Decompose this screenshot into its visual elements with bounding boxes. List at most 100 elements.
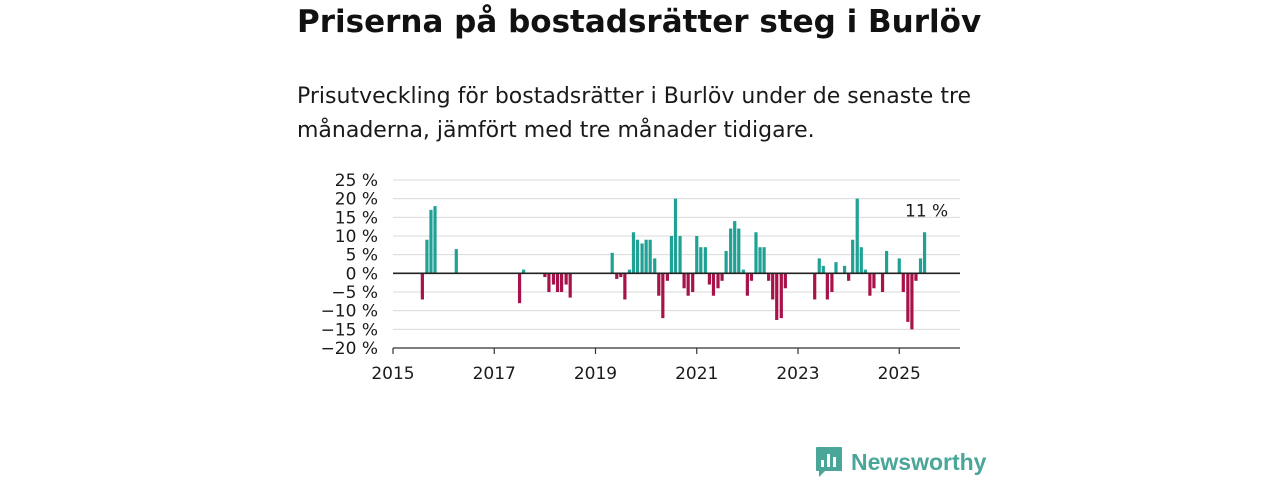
bar (733, 221, 737, 274)
bar (749, 273, 754, 281)
y-tick-label: −20 % (321, 339, 378, 359)
bar (868, 273, 872, 296)
last-value-annotation: 11 % (905, 201, 948, 221)
bar (906, 273, 910, 322)
bar (640, 243, 644, 274)
bar (695, 236, 699, 274)
bar (669, 236, 674, 274)
bar (678, 236, 682, 274)
bar (707, 273, 712, 285)
bar (851, 239, 855, 274)
x-tick-label: 2021 (675, 364, 718, 384)
bar (745, 273, 749, 296)
bar (754, 232, 758, 274)
bar (543, 273, 547, 278)
bar (522, 269, 526, 274)
bar (720, 273, 724, 281)
bar (657, 273, 661, 296)
bar (623, 273, 627, 300)
bar (771, 273, 775, 300)
bar (559, 273, 564, 292)
bar (716, 273, 720, 289)
y-tick-label: −15 % (321, 320, 378, 340)
bar (686, 273, 690, 296)
bar (767, 273, 771, 281)
x-tick-label: 2017 (473, 364, 516, 384)
bar (665, 273, 669, 281)
bar (551, 273, 556, 285)
bar (737, 228, 741, 274)
bar (682, 273, 686, 289)
y-axis-labels: 25 %20 %15 %10 %5 %0 %−5 %−10 %−15 %−20 … (321, 171, 378, 359)
bar (729, 228, 733, 274)
bar (830, 273, 834, 292)
bar (859, 247, 863, 274)
x-axis-labels: 2015 2017 2019 2021 2023 2025 (371, 348, 921, 384)
bar (922, 232, 927, 274)
chart-subtitle: Prisutveckling för bostadsrätter i Burlö… (297, 84, 972, 143)
x-tick-label: 2019 (574, 364, 617, 384)
bar (610, 252, 614, 274)
bar (762, 247, 766, 274)
bar (910, 273, 914, 330)
bar (817, 258, 821, 274)
brand-name: Newsworthy (851, 448, 987, 475)
bar (741, 269, 745, 274)
bar (775, 273, 779, 320)
x-tick-label: 2015 (371, 364, 414, 384)
bar (555, 273, 560, 292)
bars (420, 198, 927, 330)
bar (517, 273, 522, 304)
bar (425, 239, 429, 274)
bar (758, 247, 762, 274)
bar (901, 273, 905, 292)
bar (454, 249, 458, 274)
bar (420, 273, 424, 300)
bar (627, 269, 632, 274)
bar (547, 273, 551, 292)
y-tick-label: 5 % (346, 246, 378, 266)
bar (813, 273, 817, 300)
bar (779, 273, 783, 319)
newsworthy-logo: Newsworthy (815, 446, 986, 478)
bar (884, 250, 889, 274)
bar (847, 273, 851, 281)
x-tick-label: 2025 (878, 364, 921, 384)
bar (872, 273, 876, 289)
y-tick-label: 0 % (346, 264, 378, 284)
y-tick-label: −10 % (321, 302, 378, 322)
bar (691, 273, 695, 292)
bar (834, 262, 838, 274)
bar (783, 273, 787, 289)
bar (429, 209, 433, 274)
bar (619, 273, 623, 278)
bar (564, 273, 568, 285)
bar (918, 258, 923, 274)
bar (699, 247, 703, 274)
y-tick-label: −5 % (331, 283, 378, 303)
bar (863, 269, 867, 274)
bar (631, 232, 636, 274)
bar (821, 265, 825, 274)
y-tick-label: 15 % (335, 208, 378, 228)
bar (433, 206, 437, 274)
bar (711, 273, 716, 296)
bar (568, 273, 572, 298)
chart-title: Priserna på bostadsrätter steg i Burlöv (297, 4, 982, 40)
bar (842, 265, 847, 274)
y-tick-label: 25 % (335, 171, 378, 191)
x-tick-label: 2023 (776, 364, 819, 384)
bar (673, 198, 678, 274)
bar (703, 247, 707, 274)
bar (653, 258, 657, 274)
y-tick-label: 20 % (335, 190, 378, 210)
bar (825, 273, 829, 300)
bar (648, 239, 652, 274)
bar (855, 198, 859, 274)
bar (880, 273, 885, 292)
bar (914, 273, 918, 281)
bar (644, 239, 648, 274)
bar (635, 239, 640, 274)
newsworthy-logo-icon (816, 447, 842, 477)
